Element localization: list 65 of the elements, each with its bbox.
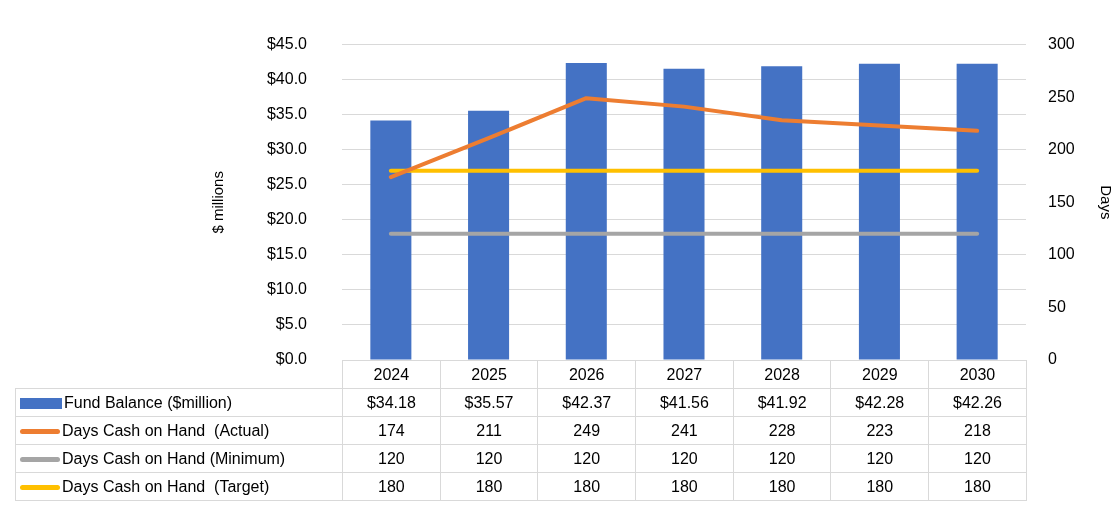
bar [468, 110, 510, 360]
x-tick-label: 2028 [733, 360, 831, 389]
data-label: 120 [928, 444, 1027, 473]
y-tick-label: $15.0 [266, 245, 308, 263]
x-tick-label: 2025 [440, 360, 538, 389]
y-tick-label: $10.0 [266, 280, 308, 298]
data-label: 223 [830, 416, 929, 445]
data-label: 249 [537, 416, 636, 445]
data-label: 174 [342, 416, 441, 445]
legend-label: Days Cash on Hand (Actual) [15, 416, 343, 445]
y2-tick-label: 250 [1048, 87, 1075, 105]
y-tick-label: $40.0 [266, 70, 308, 88]
bar [565, 63, 607, 360]
data-label: 180 [440, 472, 538, 501]
data-label: 180 [830, 472, 929, 501]
data-label: $35.57 [440, 388, 538, 417]
y-tick-label: $20.0 [266, 210, 308, 228]
data-label: 120 [635, 444, 734, 473]
data-label: $42.37 [537, 388, 636, 417]
data-label: 218 [928, 416, 1027, 445]
legend-label: Days Cash on Hand (Minimum) [15, 444, 343, 473]
y2-axis-title: Days [1097, 185, 1114, 220]
y2-tick-label: 50 [1048, 297, 1066, 315]
x-tick-label: 2029 [830, 360, 929, 389]
y-tick-label: $25.0 [266, 175, 308, 193]
data-label: 180 [342, 472, 441, 501]
data-label: 180 [928, 472, 1027, 501]
data-label: 180 [635, 472, 734, 501]
data-label: $41.56 [635, 388, 734, 417]
y-tick-label: $45.0 [266, 35, 308, 53]
x-tick-label: 2030 [928, 360, 1027, 389]
bar [663, 68, 705, 360]
data-label: $41.92 [733, 388, 831, 417]
legend-label: Days Cash on Hand (Target) [15, 472, 343, 501]
y-tick-label: $5.0 [275, 315, 308, 333]
data-label: 180 [733, 472, 831, 501]
y-tick-label: $30.0 [266, 140, 308, 158]
bar [956, 63, 998, 360]
y2-tick-label: 200 [1048, 140, 1075, 158]
data-label: 211 [440, 416, 538, 445]
y2-tick-label: 300 [1048, 35, 1075, 53]
bar [370, 120, 412, 360]
y2-tick-label: 100 [1048, 245, 1075, 263]
x-tick-label: 2024 [342, 360, 441, 389]
data-label: 120 [537, 444, 636, 473]
data-label: 120 [342, 444, 441, 473]
bar [858, 63, 900, 360]
y-tick-label: $0.0 [275, 350, 308, 368]
data-label: 228 [733, 416, 831, 445]
x-tick-label: 2027 [635, 360, 734, 389]
data-label: 120 [830, 444, 929, 473]
y2-tick-label: 0 [1048, 350, 1057, 368]
x-tick-label: 2026 [537, 360, 636, 389]
bar [761, 66, 803, 360]
y-tick-label: $35.0 [266, 105, 308, 123]
data-label: $34.18 [342, 388, 441, 417]
data-label: $42.28 [830, 388, 929, 417]
data-label: 241 [635, 416, 734, 445]
data-label: $42.26 [928, 388, 1027, 417]
data-label: 120 [440, 444, 538, 473]
y-axis-title: $ millions [209, 171, 227, 234]
data-label: 180 [537, 472, 636, 501]
legend-label: Fund Balance ($million) [15, 388, 343, 417]
y2-tick-label: 150 [1048, 192, 1075, 210]
data-label: 120 [733, 444, 831, 473]
